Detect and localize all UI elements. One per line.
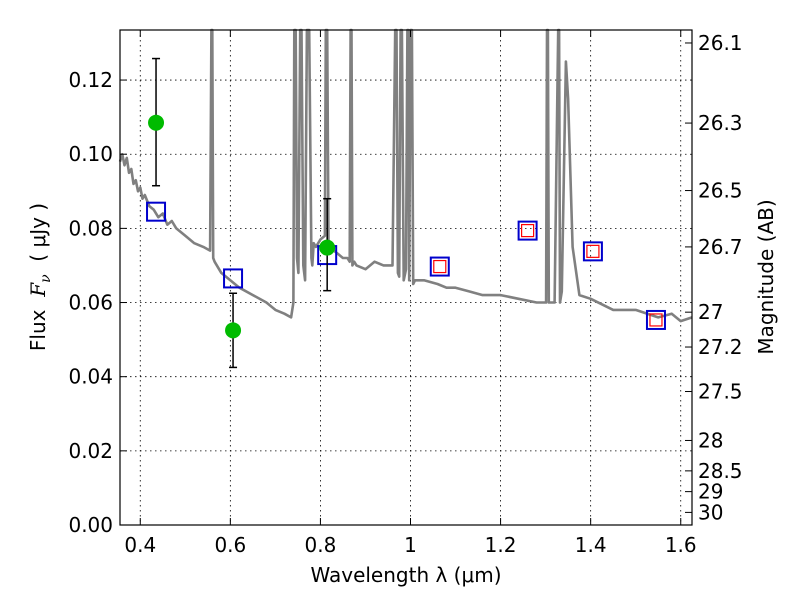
mag-tick-label: 26.5 [698, 179, 743, 203]
x-tick-label: 0.4 [124, 533, 156, 557]
upper-limit-square [649, 313, 663, 327]
y-tick-label: 0.04 [68, 365, 113, 389]
mag-tick-label: 28 [698, 428, 723, 452]
model-photometry-square [146, 201, 167, 222]
mag-tick-label: 26.7 [698, 235, 743, 259]
y-tick-label: 0.00 [68, 513, 113, 537]
mag-tick-label: 27.2 [698, 335, 743, 359]
y-tick-label: 0.12 [68, 68, 113, 92]
model-photometry-square [645, 309, 666, 330]
x-axis-label: Wavelength λ (μm) [310, 563, 501, 587]
mag-tick-label: 27.5 [698, 380, 743, 404]
markers-layer [146, 57, 666, 369]
x-tick-label: 0.6 [214, 533, 246, 557]
x-tick-label: 0.8 [305, 533, 337, 557]
model-spectrum-line [118, 28, 693, 323]
y-label-prefix: Flux [26, 297, 50, 351]
mag-tick-label: 29 [698, 480, 723, 504]
y-tick-label: 0.10 [68, 142, 113, 166]
observed-point [319, 239, 336, 256]
upper-limit-square [586, 244, 600, 258]
y-axis-label-left: Flux Fν ( μJy ) [26, 203, 54, 351]
y-tick-label: 0.06 [68, 291, 113, 315]
y-label-subscript: ν [38, 274, 54, 283]
x-tick-label: 1.6 [665, 533, 697, 557]
ticks-layer: 0.4 0.6 0.8 1 1.2 1.4 1.6 0.00 0.02 0.04 0.06 0.08 0… [68, 30, 743, 557]
observed-point [225, 322, 242, 339]
mag-tick-label: 26.3 [698, 111, 743, 135]
y-label-suffix: ( μJy ) [26, 203, 50, 275]
model-photometry-square [223, 268, 244, 289]
y-tick-label: 0.02 [68, 439, 113, 463]
x-tick-label: 1.2 [485, 533, 517, 557]
y-axis-label-right: Magnitude (AB) [754, 199, 778, 354]
x-tick-label: 1 [404, 533, 417, 557]
mag-tick-label: 28.5 [698, 459, 743, 483]
model-photometry-square [517, 220, 538, 241]
y-label-symbol: F [26, 282, 50, 298]
x-tick-label: 1.4 [575, 533, 607, 557]
mag-tick-label: 27 [698, 300, 723, 324]
mag-tick-label: 30 [698, 500, 723, 524]
spectrum-layer [118, 28, 693, 323]
plot-frame [119, 29, 693, 526]
upper-limit-square [521, 223, 535, 238]
model-photometry-square [582, 241, 603, 262]
observed-point [148, 114, 165, 131]
y-tick-label: 0.08 [68, 216, 113, 240]
upper-limit-square [433, 259, 447, 274]
model-photometry-square [429, 256, 450, 277]
mag-tick-label: 26.1 [698, 31, 743, 55]
